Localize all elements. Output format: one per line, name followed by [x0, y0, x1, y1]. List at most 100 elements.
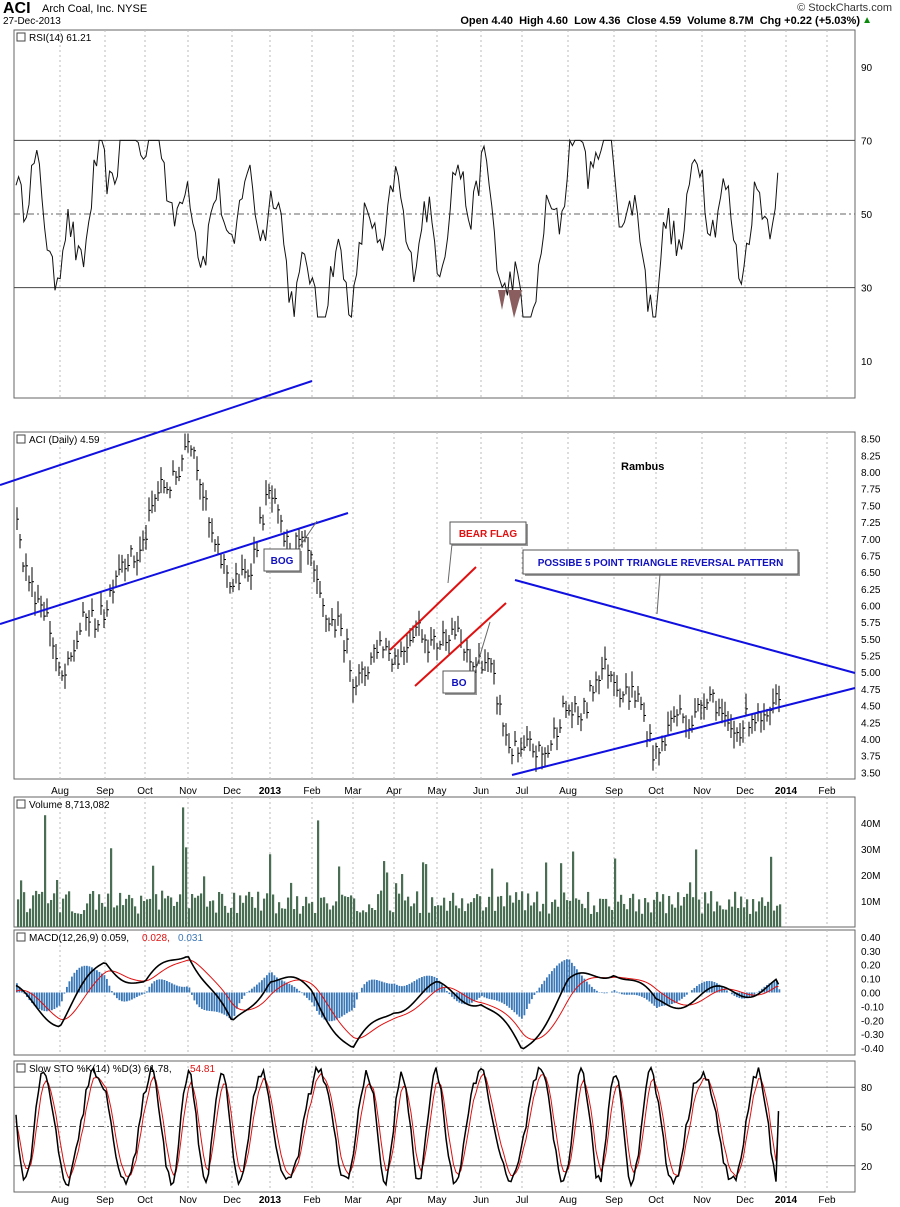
macd-histogram-bar: [451, 992, 453, 997]
macd-histogram-bar: [403, 985, 406, 993]
volume-bar: [365, 912, 368, 927]
macd-histogram-bar: [491, 992, 493, 1000]
macd-histogram-bar: [243, 992, 246, 996]
volume-bar: [377, 894, 380, 927]
company-name: Arch Coal, Inc. NYSE: [42, 3, 148, 15]
macd-histogram-bar: [81, 966, 83, 993]
macd-histogram-bar: [203, 992, 206, 1011]
price-tick-label: 4.75: [861, 685, 881, 696]
volume-bar: [230, 907, 233, 927]
macd-histogram-bar: [523, 992, 526, 1016]
volume-bar: [704, 892, 707, 927]
volume-bar: [314, 912, 317, 927]
macd-histogram-bar: [673, 992, 676, 1004]
bear-flag-callout-text: BEAR FLAG: [459, 529, 518, 540]
macd-histogram-bar: [153, 981, 156, 993]
rsi-oversold-fill: [508, 290, 522, 318]
price-tick-label: 5.75: [861, 618, 881, 629]
volume-bar: [332, 905, 335, 927]
macd-histogram-bar: [143, 992, 146, 994]
macd-histogram-bar: [458, 992, 461, 1003]
macd-histogram-bar: [93, 968, 96, 993]
macd-legend-swatch: [16, 932, 26, 942]
macd-histogram-bar: [106, 978, 108, 993]
macd-histogram-bar: [351, 992, 353, 1011]
macd-histogram-bar: [578, 972, 581, 993]
price-x-axis-label: Dec: [736, 786, 754, 797]
price-x-axis-label: Feb: [303, 786, 321, 797]
volume-bar: [518, 899, 521, 927]
macd-histogram-bar: [58, 992, 61, 1006]
volume-bar: [446, 910, 449, 927]
volume-bar: [155, 894, 158, 927]
volume-bar: [485, 907, 488, 927]
volume-bar: [458, 908, 461, 927]
macd-histogram-bar: [233, 992, 236, 1016]
macd-histogram-bar: [336, 992, 338, 1020]
volume-bar: [482, 910, 485, 927]
volume-bar: [509, 895, 512, 927]
macd-histogram-bar: [603, 992, 606, 994]
macd-histogram-bar: [28, 992, 31, 1001]
volume-bar: [512, 902, 515, 927]
volume-bar: [569, 900, 572, 927]
macd-histogram-bar: [386, 983, 388, 993]
volume-bar: [734, 891, 737, 927]
sto-d-value: 54.81: [190, 1064, 215, 1075]
sto-label: Slow STO %K(14) %D(3) 61.78,: [29, 1064, 172, 1075]
macd-histogram-bar: [318, 992, 321, 1015]
volume-bar: [719, 905, 722, 927]
quote-line: Open 4.40 High 4.60 Low 4.36 Close 4.59 …: [460, 15, 860, 27]
volume-bar: [56, 879, 59, 927]
price-tick-label: 4.50: [861, 702, 881, 713]
volume-bar: [308, 903, 311, 927]
rsi-tick-label: 70: [861, 136, 873, 147]
volume-bar: [722, 909, 725, 927]
macd-histogram-bar: [401, 986, 403, 993]
macd-histogram-bar: [48, 992, 51, 1011]
bottom-x-axis-label: Jul: [516, 1195, 529, 1206]
macd-histogram-bar: [636, 992, 638, 996]
macd-histogram-bar: [706, 981, 708, 993]
macd-histogram-bar: [726, 990, 728, 993]
macd-histogram-bar: [743, 992, 746, 999]
macd-histogram-bar: [183, 986, 186, 993]
price-x-axis-label: Nov: [179, 786, 197, 797]
volume-bar: [86, 903, 89, 927]
price-tick-label: 3.75: [861, 752, 881, 763]
macd-histogram-bar: [408, 983, 411, 993]
macd-tick-label: -0.30: [861, 1030, 884, 1041]
macd-histogram-bar: [666, 992, 668, 1006]
volume-bar: [281, 908, 284, 927]
volume-bar: [746, 899, 749, 927]
macd-histogram-bar: [543, 980, 546, 993]
volume-bar: [305, 896, 308, 927]
volume-bar: [161, 890, 164, 927]
volume-bar: [206, 906, 209, 927]
volume-bar: [254, 907, 257, 927]
volume-bar: [587, 891, 590, 927]
macd-histogram-bar: [623, 992, 626, 995]
price-tick-label: 6.00: [861, 602, 881, 613]
macd-histogram-bar: [46, 992, 48, 1012]
macd-histogram-bar: [771, 982, 773, 993]
volume-bar: [122, 905, 125, 927]
volume-bar: [641, 913, 644, 927]
macd-tick-label: 0.00: [861, 989, 881, 1000]
volume-bar: [26, 912, 29, 927]
volume-bar: [146, 899, 149, 927]
macd-histogram-bar: [123, 992, 126, 1002]
macd-histogram-bar: [226, 992, 228, 1017]
volume-bar: [32, 895, 35, 927]
volume-bar: [455, 905, 458, 927]
volume-bar: [233, 892, 236, 927]
price-x-axis-label: Aug: [559, 786, 577, 797]
volume-bar: [74, 912, 77, 927]
macd-histogram-bar: [68, 981, 71, 993]
macd-histogram-bar: [146, 991, 148, 993]
volume-bar: [149, 898, 152, 927]
volume-bar: [38, 894, 41, 927]
bottom-x-axis-label: May: [428, 1195, 447, 1206]
volume-bar: [170, 897, 173, 927]
bottom-x-axis-label: Jun: [473, 1195, 489, 1206]
